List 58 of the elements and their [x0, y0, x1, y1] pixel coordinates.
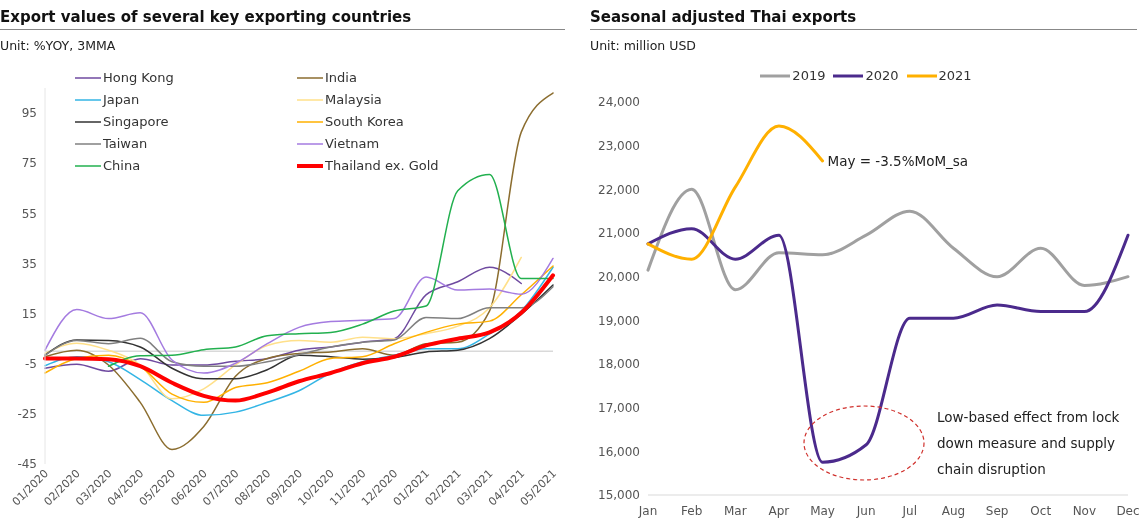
legend-label: Japan [103, 92, 140, 107]
annotation: Low-based effect from lock down measure and supply chain disruption [937, 408, 1121, 479]
annotation: May = -3.5%MoM_sa [827, 152, 969, 169]
line-series [646, 187, 1130, 292]
y-tick-label: 24,000 [598, 95, 640, 110]
x-tick-label: Mar [723, 504, 747, 518]
legend-label: China [103, 158, 141, 173]
x-tick-label: Jan [637, 504, 658, 518]
legend-label: 2019 [792, 68, 826, 83]
x-tick-label: Apr [768, 504, 790, 518]
y-tick-label: 17,000 [598, 400, 640, 415]
legend-label: Vietnam [325, 136, 380, 151]
y-tick-label: 19,000 [598, 313, 640, 328]
legend-label: Hong Kong [103, 70, 174, 85]
y-tick-label: 15 [21, 306, 37, 321]
legend-label: 2020 [865, 68, 899, 83]
x-tick-label: Dec [1116, 504, 1140, 518]
y-tick-label: 21,000 [598, 226, 640, 241]
chart-title: Seasonal adjusted Thai exports [590, 8, 1137, 30]
line-series [44, 284, 554, 380]
x-tick-label: Feb [681, 504, 703, 518]
legend-label: South Korea [325, 114, 404, 129]
x-tick-label: Nov [1072, 504, 1097, 518]
legend-label: India [325, 70, 357, 85]
chart-subtitle: Unit: million USD [590, 38, 696, 53]
line-series [44, 286, 554, 367]
y-tick-label: 55 [21, 206, 37, 221]
y-tick-label: 15,000 [598, 488, 640, 503]
legend-label: Thailand ex. Gold [325, 158, 439, 173]
y-tick-label: -25 [17, 407, 37, 422]
y-tick-label: 95 [21, 106, 37, 121]
line-series [44, 92, 554, 451]
y-tick-label: -5 [25, 356, 37, 371]
legend-label: Taiwan [103, 136, 148, 151]
legend-label: 2021 [938, 68, 972, 83]
x-tick-label: Oct [1030, 504, 1052, 518]
y-tick-label: 35 [21, 256, 37, 271]
x-tick-label: Sep [985, 504, 1009, 518]
x-tick-label: Jun [855, 504, 876, 518]
legend-label: Singapore [103, 114, 169, 129]
chart-title: Export values of several key exporting countries [0, 8, 565, 30]
y-tick-label: 20,000 [598, 269, 640, 284]
line-series [44, 257, 554, 374]
line-series [44, 266, 522, 372]
chart-subtitle: Unit: %YOY, 3MMA [0, 38, 116, 53]
x-tick-label: May [810, 504, 835, 518]
y-tick-label: 16,000 [598, 444, 640, 459]
y-tick-label: -45 [17, 457, 37, 472]
x-tick-label: Aug [941, 504, 966, 518]
x-tick-label: Jul [901, 504, 918, 518]
line-series [646, 227, 1130, 464]
y-tick-label: 18,000 [598, 357, 640, 372]
y-tick-label: 22,000 [598, 182, 640, 197]
line-series [107, 173, 554, 367]
legend-label: Malaysia [325, 92, 382, 107]
y-tick-label: 75 [21, 156, 37, 171]
line-series [646, 124, 825, 261]
y-tick-label: 23,000 [598, 138, 640, 153]
